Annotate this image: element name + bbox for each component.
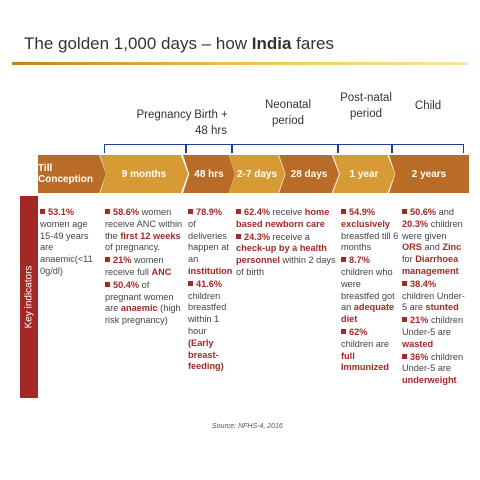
timeline-28-days: 28 days [279, 155, 339, 193]
source-note: Source: NFHS-4, 2016 [212, 423, 283, 430]
indicator-item: 41.6% children breastfed within 1 hour (… [188, 278, 227, 372]
indicator-item: 62% children are full Immunized [341, 326, 390, 373]
bullet-icon [402, 209, 407, 214]
indicator-item: 24.3% receive a check-up by a health per… [236, 231, 336, 277]
indicator-item: 58.6% women receive ANC within the first… [105, 207, 183, 253]
bracket-neonatal [232, 144, 338, 153]
timeline-label: 2 years [411, 168, 447, 180]
column-pregnancy: 58.6% women receive ANC within the first… [105, 207, 185, 328]
bracket-pregnancy [104, 144, 186, 153]
indicator-item: 21% children Under-5 are wasted [402, 315, 464, 349]
bullet-icon [341, 257, 346, 263]
timeline-1-year: 1 year [333, 155, 395, 193]
column-1-year: 54.9% exclusively breastfed till 6 month… [341, 207, 399, 375]
bullet-icon [188, 280, 193, 286]
indicator-item: 54.9% exclusively breastfed till 6 month… [341, 207, 399, 253]
indicator-item: 50.4% of pregnant women are anaemic (hig… [105, 279, 181, 326]
indicator-item: 78.9% of deliveries happen at an institu… [188, 207, 233, 276]
bullet-icon [188, 209, 193, 214]
column-conception: 53.1% women age 15-49 years are anaemic(… [40, 207, 98, 279]
column-birth: 78.9% of deliveries happen at an institu… [188, 207, 232, 374]
bullet-icon [40, 209, 45, 214]
bullet-icon [402, 280, 407, 286]
indicator-item: 21% women receive full ANC [105, 255, 172, 277]
bracket-child [392, 144, 464, 153]
bracket-birth [186, 144, 232, 153]
timeline-9-months: 9 months [100, 155, 188, 193]
phase-neonatal: Neonatal period [264, 99, 312, 127]
title-emphasis: India [251, 34, 292, 53]
timeline-till-conception: Till Conception [38, 155, 106, 193]
phase-child: Child [414, 100, 442, 112]
indicator-item: 8.7% children who were breastfed got an … [341, 255, 395, 325]
bullet-icon [402, 317, 407, 323]
bullet-icon [341, 209, 346, 214]
key-indicators-sidebar: Key indicators [20, 196, 38, 398]
column-neonatal: 62.4% receive home based newborn care 24… [236, 207, 336, 280]
timeline-48-hrs: 48 hrs [183, 155, 235, 193]
column-2-years: 50.6% and 20.3% children were given ORS … [402, 207, 466, 388]
bullet-icon [105, 257, 110, 263]
bullet-icon [236, 233, 241, 239]
bullet-icon [402, 353, 407, 359]
title-suffix: fares [291, 34, 334, 53]
timeline-label: 2-7 days [236, 168, 278, 180]
bullet-icon [341, 328, 346, 334]
phase-postnatal: Post-natal period [340, 92, 392, 120]
timeline-2-7-days: 2-7 days [229, 155, 285, 193]
indicator-item: 36% children Under-5 are underweight [402, 351, 464, 386]
bullet-icon [105, 281, 110, 287]
indicator-item: 38.4% children Under-5 are stunted [402, 278, 465, 313]
bullet-icon [105, 209, 110, 214]
timeline-label: 28 days [290, 168, 328, 180]
key-indicators-label: Key indicators [23, 265, 35, 329]
phase-pregnancy: Pregnancy [136, 109, 192, 121]
timeline-label: Till Conception [38, 163, 93, 185]
title-underline [12, 62, 468, 65]
title-prefix: The golden 1,000 days – how [24, 34, 252, 53]
timeline-2-years: 2 years [389, 155, 469, 193]
timeline-label: 48 hrs [194, 168, 224, 180]
bullet-icon [236, 209, 241, 214]
indicator-item: 50.6% and 20.3% children were given ORS … [402, 207, 463, 276]
timeline-label: 9 months [121, 168, 167, 180]
timeline-label: 1 year [349, 168, 379, 180]
page-title: The golden 1,000 days – how India fares [24, 34, 334, 54]
phase-birth: Birth + 48 hrs [194, 109, 228, 137]
bracket-postnatal [338, 144, 392, 153]
indicator-item: 53.1% women age 15-49 years are anaemic(… [40, 207, 93, 276]
indicator-item: 62.4% receive home based newborn care [236, 207, 330, 229]
